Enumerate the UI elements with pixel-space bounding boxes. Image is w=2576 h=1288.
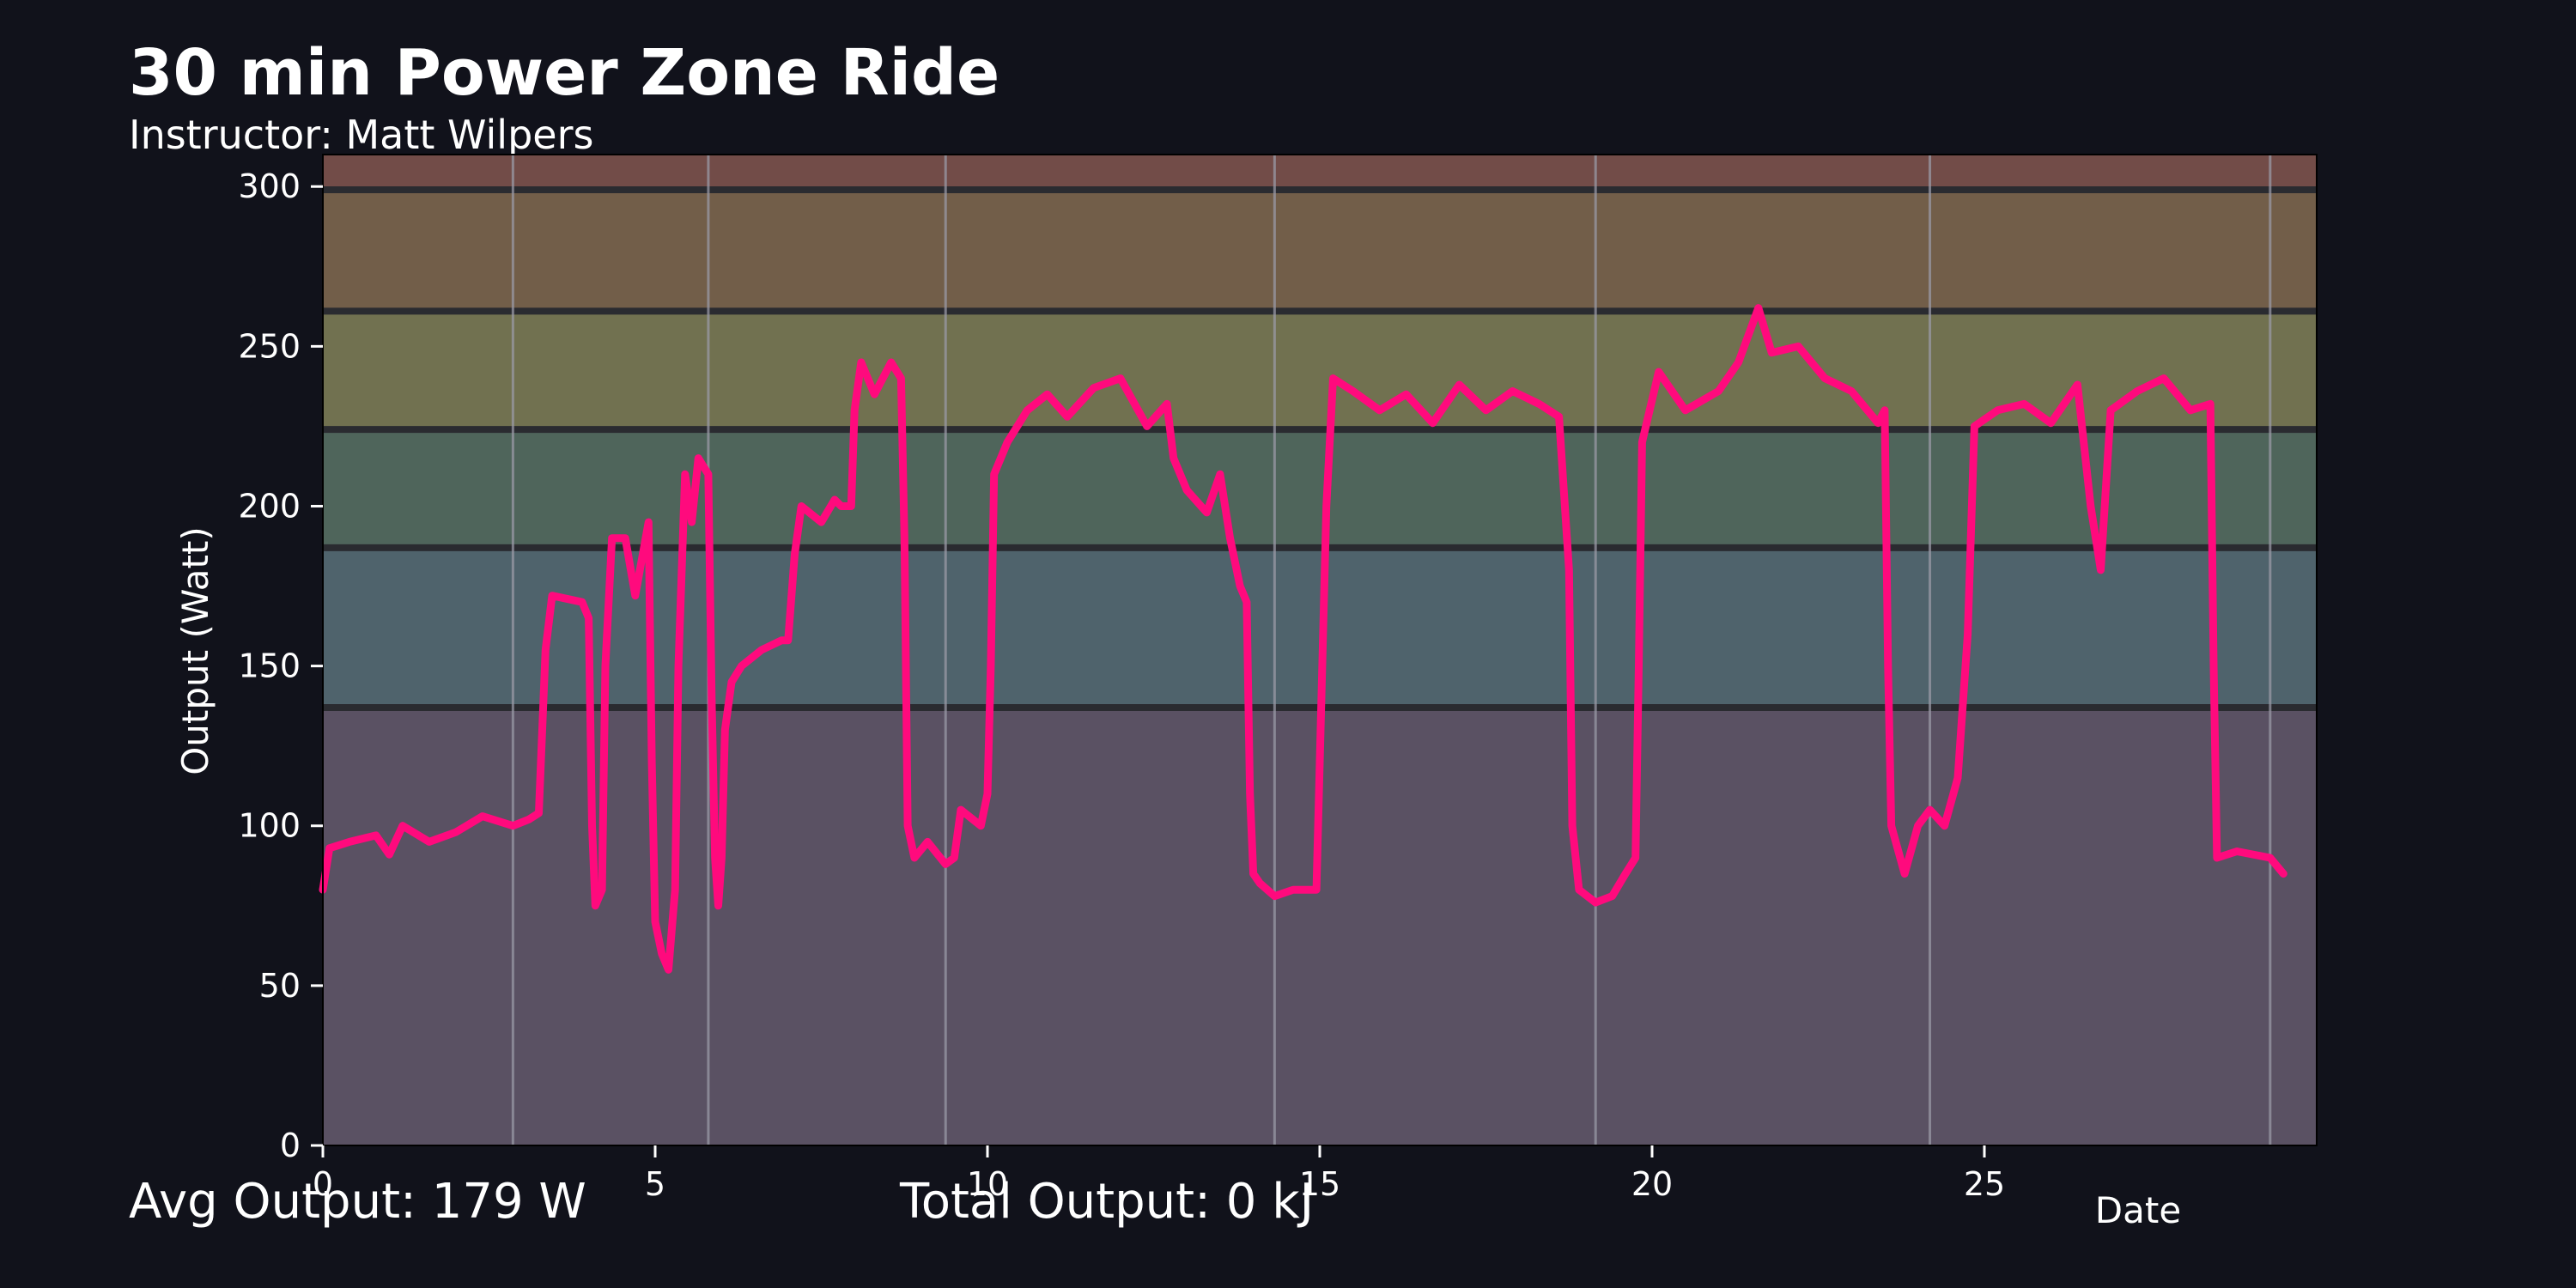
y-tick-label: 50 (259, 967, 301, 1005)
y-tick-label: 250 (238, 327, 301, 365)
y-tick-label: 0 (280, 1127, 301, 1164)
x-tick-label: 10 (967, 1165, 1008, 1203)
avg-output-stat: Avg Output: 179 W (129, 1174, 586, 1230)
x-axis-label: Date (2095, 1189, 2181, 1231)
zone-band-6 (323, 155, 2317, 190)
chart-subtitle: Instructor: Matt Wilpers (129, 112, 594, 158)
zone-band-5 (323, 189, 2317, 312)
y-axis-label: Output (Watt) (174, 526, 216, 775)
x-tick-label: 5 (645, 1165, 665, 1203)
x-tick-label: 15 (1299, 1165, 1340, 1203)
y-tick-label: 200 (238, 487, 301, 525)
x-tick-label: 25 (1964, 1165, 2005, 1203)
zone-band-4 (323, 311, 2317, 430)
y-tick-label: 100 (238, 807, 301, 845)
x-tick-label: 0 (313, 1165, 333, 1203)
zone-band-3 (323, 429, 2317, 548)
y-tick-label: 300 (238, 167, 301, 205)
total-output-stat: Total Output: 0 kJ (900, 1174, 1315, 1230)
chart-title: 30 min Power Zone Ride (129, 36, 1000, 110)
output-line (319, 304, 2287, 974)
x-tick-label: 20 (1631, 1165, 1673, 1203)
output-series (319, 304, 2287, 974)
y-tick-label: 150 (238, 647, 301, 685)
tick-labels: 0 50 100 150 200 250 300 0 5 10 15 20 25 (238, 167, 2005, 1203)
